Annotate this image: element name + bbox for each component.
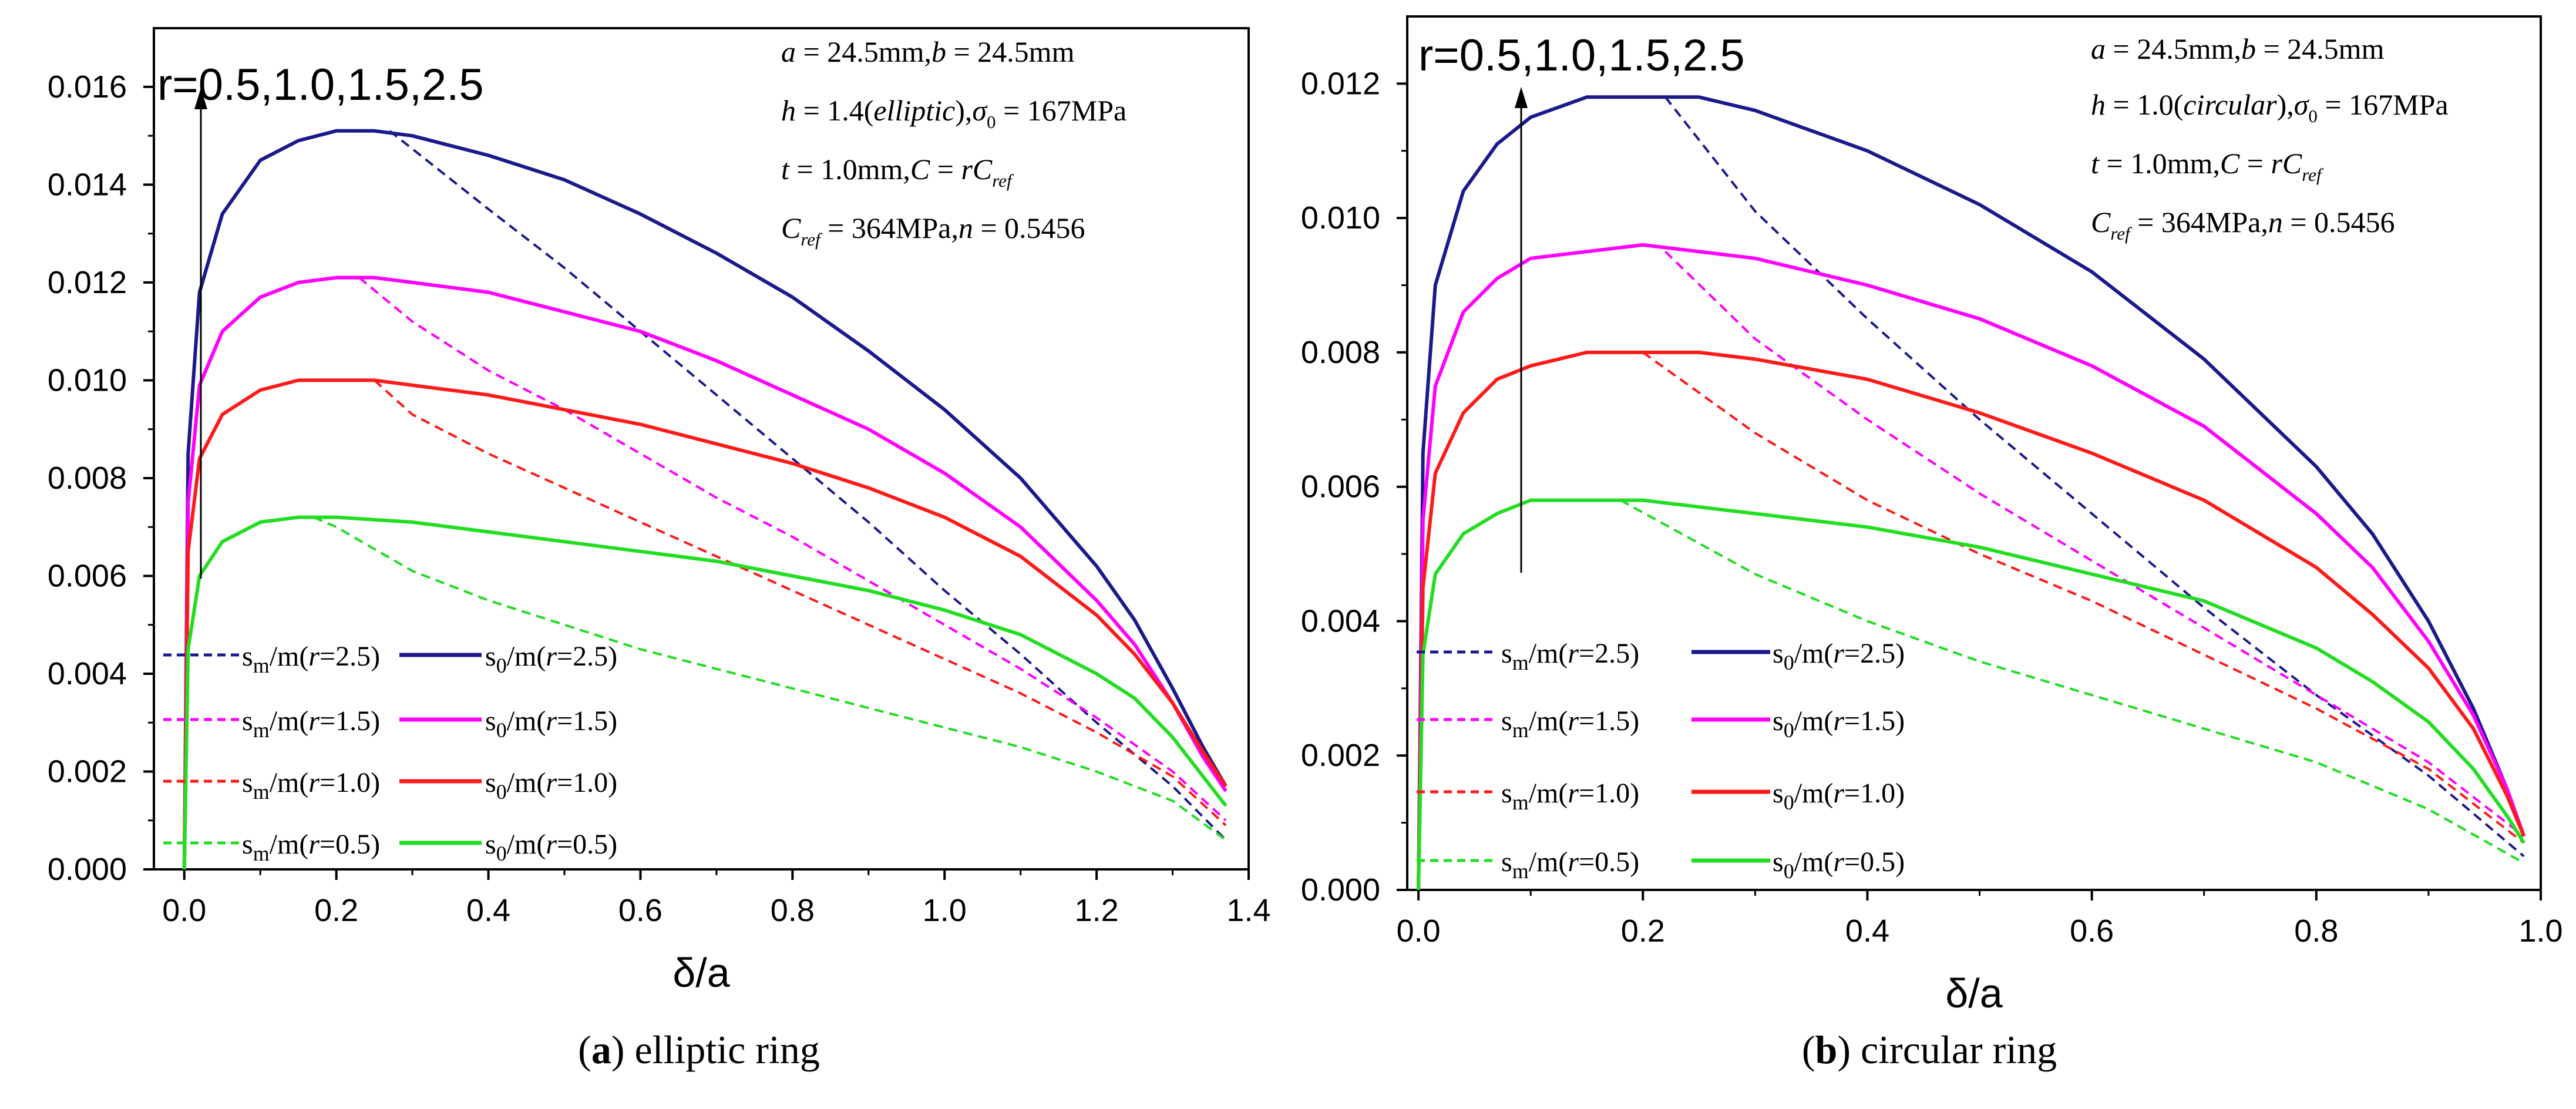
chart-panel-b: 0.0 0.2 0.4 0.6 0.8 1.0 0.000 0.002 0.004 0.006 0.…	[1301, 15, 2563, 1072]
legend-label: sm/m(r=1.0)	[1501, 778, 1639, 814]
legend-label: s0/m(r=0.5)	[485, 829, 617, 865]
series-line-s0-m-r-0-5-	[1417, 498, 2525, 890]
series-line-sm-m-r-1-5-	[1664, 250, 2525, 838]
series-line-sm-m-r-2-5-	[389, 130, 1227, 841]
series-line-sm-m-r-0-5-	[1620, 499, 2525, 864]
y-tick-label: 0.006	[1301, 469, 1380, 505]
panel-caption: (b) circular ring	[1802, 1027, 2057, 1072]
y-tick-label: 0.012	[1301, 66, 1380, 101]
x-axis-label: δ/a	[1945, 970, 2002, 1016]
x-tick-label: 1.0	[923, 893, 967, 928]
legend-label: sm/m(r=1.0)	[242, 767, 380, 804]
y-tick-label: 0.004	[1301, 603, 1380, 638]
series-line-s0-m-r-1-5-	[182, 275, 1228, 870]
panel-caption: (a) elliptic ring	[578, 1027, 820, 1072]
series-line-s0-m-r-0-5-	[182, 515, 1228, 870]
plot-frame	[1406, 15, 2542, 891]
series-line-s0-m-r-1-0-	[182, 378, 1228, 870]
y-tick-label: 0.000	[1301, 872, 1380, 908]
x-tick-label: 1.2	[1075, 893, 1119, 928]
y-tick-label: 0.008	[1301, 335, 1380, 370]
x-tick-label: 0.0	[1397, 913, 1441, 949]
y-tick-label: 0.010	[1301, 200, 1380, 236]
x-tick-label: 0.0	[162, 893, 206, 928]
parameter-line: Cref = 364MPa,n = 0.5456	[2091, 206, 2395, 244]
x-tick-label: 0.2	[314, 893, 358, 928]
y-tick-label: 0.006	[48, 558, 127, 593]
series-line-sm-m-r-0-5-	[313, 516, 1227, 841]
parameter-line: Cref = 364MPa,n = 0.5456	[781, 211, 1085, 250]
y-tick-label: 0.016	[48, 69, 127, 105]
y-tick-label: 0.008	[48, 461, 127, 496]
parameter-line: h = 1.4(elliptic),σ0 = 167MPa	[781, 94, 1126, 132]
x-tick-label: 0.4	[466, 893, 510, 928]
parameter-line: a = 24.5mm,b = 24.5mm	[2091, 32, 2385, 65]
legend-label: sm/m(r=2.5)	[242, 641, 380, 677]
y-tick-label: 0.000	[48, 852, 127, 887]
series-line-s0-m-r-1-0-	[1417, 350, 2526, 890]
legend-label: sm/m(r=0.5)	[242, 829, 380, 865]
series-line-s0-m-r-2-5-	[182, 129, 1228, 870]
x-axis-label: δ/a	[672, 950, 729, 996]
series-line-s0-m-r-1-5-	[1417, 243, 2526, 890]
x-tick-label: 1.4	[1226, 893, 1270, 928]
x-tick-label: 1.0	[2518, 913, 2562, 949]
legend-label: s0/m(r=1.5)	[485, 705, 617, 742]
legend-label: s0/m(r=2.5)	[485, 641, 617, 677]
x-tick-label: 0.4	[1845, 913, 1889, 949]
r-annotation: r=0.5,1.0,1.5,2.5	[157, 60, 484, 110]
parameter-line: a = 24.5mm,b = 24.5mm	[781, 35, 1075, 68]
y-tick-label: 0.002	[1301, 738, 1380, 773]
x-tick-label: 0.2	[1621, 913, 1665, 949]
legend-label: s0/m(r=1.0)	[1773, 778, 1905, 814]
y-tick-label: 0.004	[48, 656, 127, 691]
legend-label: sm/m(r=1.5)	[242, 705, 380, 742]
y-tick-label: 0.012	[48, 265, 127, 300]
legend-label: sm/m(r=0.5)	[1501, 846, 1639, 883]
series-line-sm-m-r-1-0-	[1642, 351, 2525, 844]
legend-label: s0/m(r=1.0)	[485, 767, 617, 804]
parameter-line: h = 1.0(circular),σ0 = 167MPa	[2091, 88, 2449, 126]
legend-label: sm/m(r=1.5)	[1501, 705, 1639, 742]
plot-frame	[153, 27, 1250, 871]
y-tick-label: 0.014	[48, 167, 127, 202]
legend-label: s0/m(r=2.5)	[1773, 638, 1905, 674]
parameter-line: t = 1.0mm,C = rCref	[2091, 147, 2324, 185]
x-tick-label: 0.8	[771, 893, 815, 928]
parameter-line: t = 1.0mm,C = rCref	[781, 153, 1014, 191]
chart-panel-a: 0.0 0.2 0.4 0.6 0.8 1.0 1.2 1.4 0.000 0.002 0.004 0…	[48, 27, 1271, 1072]
r-arrow-head	[1515, 87, 1528, 108]
x-tick-label: 0.6	[618, 893, 663, 928]
series-line-s0-m-r-2-5-	[1417, 95, 2526, 890]
y-tick-label: 0.010	[48, 362, 127, 398]
r-arrow-head	[194, 88, 207, 109]
series-line-sm-m-r-1-5-	[358, 277, 1227, 822]
legend-label: s0/m(r=0.5)	[1773, 846, 1905, 883]
legend-label: s0/m(r=1.5)	[1773, 705, 1905, 742]
y-tick-label: 0.002	[48, 754, 127, 789]
legend-label: sm/m(r=2.5)	[1501, 638, 1639, 674]
x-tick-label: 0.8	[2294, 913, 2338, 949]
x-tick-label: 0.6	[2070, 913, 2114, 949]
r-annotation: r=0.5,1.0,1.5,2.5	[1418, 31, 1745, 80]
